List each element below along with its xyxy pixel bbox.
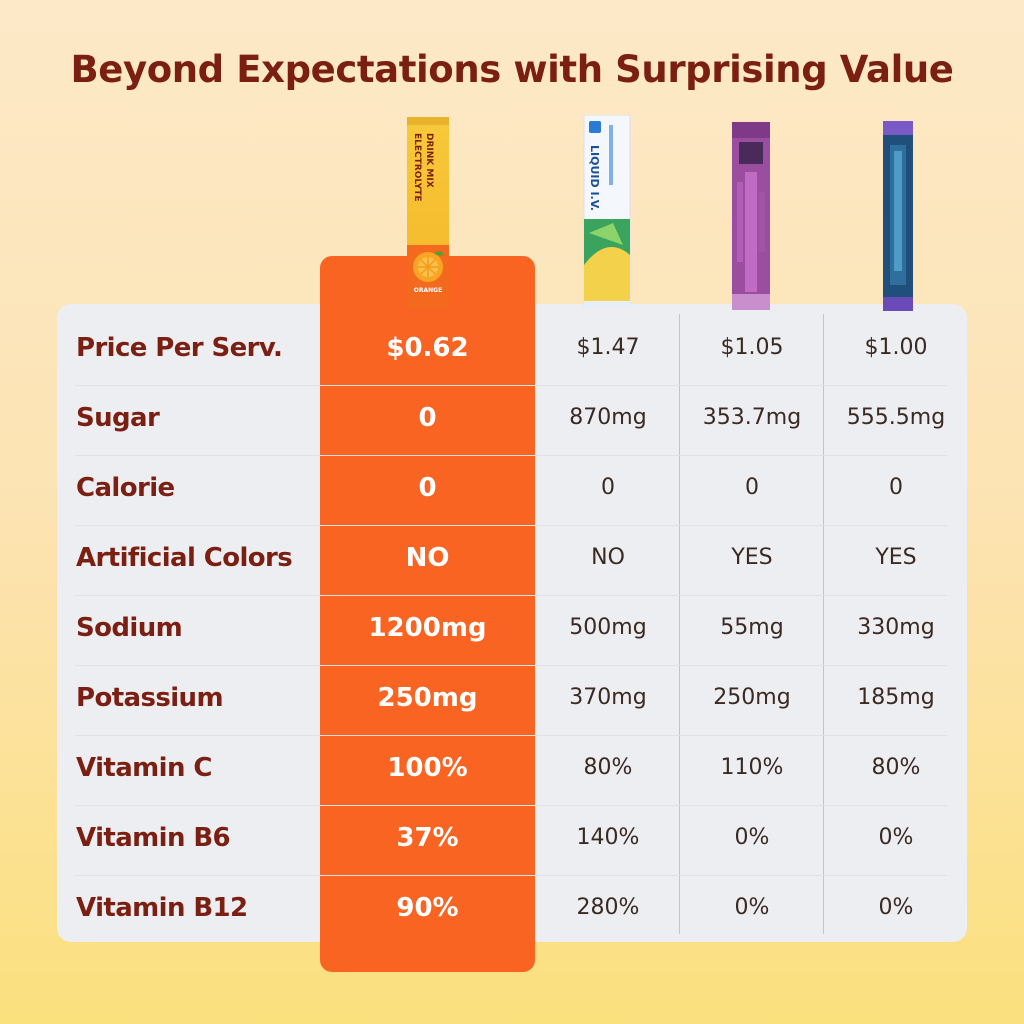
featured-product-name-1: ELECTROLYTE <box>412 133 422 202</box>
row-label-calorie: Calorie <box>76 473 175 503</box>
competitor-1-image: LIQUID I.V. <box>583 115 631 307</box>
competitor-3-value-calorie: 0 <box>889 475 903 500</box>
competitor-1-name: LIQUID I.V. <box>588 145 601 211</box>
row-label-vitamin-c: Vitamin C <box>76 753 212 783</box>
row-divider <box>75 805 947 806</box>
competitor-3-value-vitamin-c: 80% <box>871 755 921 780</box>
competitor-1-value-vitamin-b12: 280% <box>576 895 640 920</box>
featured-value-artificial-colors: NO <box>405 543 450 573</box>
page-title: Beyond Expectations with Surprising Valu… <box>70 48 954 91</box>
column-divider <box>823 314 824 934</box>
column-divider <box>679 314 680 934</box>
competitor-3-value-artificial-colors: YES <box>875 545 917 570</box>
competitor-1-value-potassium: 370mg <box>569 685 647 710</box>
row-divider <box>75 525 947 526</box>
featured-product-image: ELECTROLYTE DRINK MIX ORANGE <box>406 117 450 307</box>
competitor-1-value-calorie: 0 <box>601 475 615 500</box>
competitor-2-value-sugar: 353.7mg <box>702 405 802 430</box>
competitor-3-value-price: $1.00 <box>864 335 928 360</box>
featured-product-flavor: ORANGE <box>414 287 442 294</box>
competitor-1-value-artificial-colors: NO <box>591 545 625 570</box>
competitor-2-value-sodium: 55mg <box>720 615 784 640</box>
competitor-2-value-artificial-colors: YES <box>731 545 773 570</box>
featured-value-vitamin-c: 100% <box>387 753 468 783</box>
row-divider <box>75 735 947 736</box>
competitor-3-value-sodium: 330mg <box>857 615 935 640</box>
competitor-2-value-calorie: 0 <box>745 475 759 500</box>
featured-column-highlight <box>320 256 535 972</box>
row-divider <box>75 875 947 876</box>
competitor-2-value-vitamin-c: 110% <box>720 755 784 780</box>
featured-value-vitamin-b12: 90% <box>396 893 459 923</box>
competitor-3-value-potassium: 185mg <box>857 685 935 710</box>
competitor-1-value-price: $1.47 <box>576 335 640 360</box>
competitor-2-value-vitamin-b12: 0% <box>734 895 770 920</box>
competitor-3-image <box>882 121 914 311</box>
competitor-2-value-price: $1.05 <box>720 335 784 360</box>
row-divider <box>75 665 947 666</box>
featured-value-vitamin-b6: 37% <box>396 823 459 853</box>
featured-value-sodium: 1200mg <box>368 613 487 643</box>
featured-value-calorie: 0 <box>418 473 437 503</box>
row-divider <box>75 385 947 386</box>
row-divider <box>75 595 947 596</box>
row-divider <box>75 455 947 456</box>
row-label-sodium: Sodium <box>76 613 183 643</box>
competitor-3-value-vitamin-b12: 0% <box>878 895 914 920</box>
featured-value-potassium: 250mg <box>377 683 478 713</box>
competitor-2-value-vitamin-b6: 0% <box>734 825 770 850</box>
competitor-3-value-sugar: 555.5mg <box>846 405 946 430</box>
competitor-1-value-sodium: 500mg <box>569 615 647 640</box>
featured-value-price: $0.62 <box>386 333 469 363</box>
competitor-1-value-sugar: 870mg <box>569 405 647 430</box>
row-label-potassium: Potassium <box>76 683 224 713</box>
competitor-3-value-vitamin-b6: 0% <box>878 825 914 850</box>
row-label-vitamin-b6: Vitamin B6 <box>76 823 231 853</box>
row-label-artificial-colors: Artificial Colors <box>76 543 293 573</box>
row-label-vitamin-b12: Vitamin B12 <box>76 893 248 923</box>
competitor-2-value-potassium: 250mg <box>713 685 791 710</box>
featured-product-name-2: DRINK MIX <box>424 133 434 188</box>
competitor-1-value-vitamin-b6: 140% <box>576 825 640 850</box>
competitor-2-image <box>731 122 771 310</box>
row-label-price: Price Per Serv. <box>76 333 283 363</box>
featured-value-sugar: 0 <box>418 403 437 433</box>
competitor-1-value-vitamin-c: 80% <box>583 755 633 780</box>
row-label-sugar: Sugar <box>76 403 160 433</box>
